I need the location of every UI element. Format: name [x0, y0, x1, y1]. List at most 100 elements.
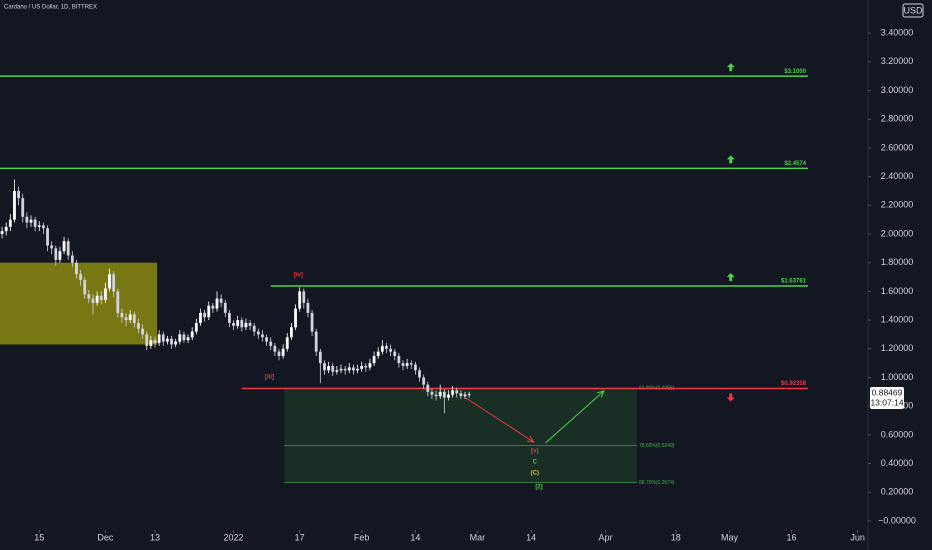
candle-body [426, 384, 430, 392]
candle-body [46, 228, 49, 246]
candle-body [368, 363, 372, 368]
candle-body [277, 351, 281, 356]
candle-body [161, 334, 165, 342]
candle-body [21, 198, 25, 217]
candle-body [120, 312, 124, 318]
candle-body [285, 337, 289, 349]
y-tick-label: 2.80000 [881, 114, 914, 124]
candle-body [70, 255, 74, 263]
currency[interactable]: USD [903, 5, 923, 15]
candle-body [335, 370, 339, 372]
projection-arrow [545, 390, 605, 444]
candle-body [339, 368, 343, 371]
candle-body [79, 274, 82, 280]
candle-body [87, 294, 91, 299]
candle-body [290, 327, 293, 338]
candle-body [190, 331, 194, 338]
projection-arrow [465, 397, 534, 443]
candle-body [13, 190, 16, 220]
candle-body [75, 262, 78, 275]
x-tick-label: May [721, 532, 739, 542]
y-tick-label: 3.20000 [881, 56, 914, 66]
arrow-head [597, 390, 605, 398]
y-tick-label: 1.80000 [881, 257, 914, 267]
candle-body [4, 226, 8, 232]
candle-body [145, 334, 149, 346]
candle-body [186, 337, 190, 341]
candle-body [153, 340, 157, 344]
candle-body [459, 393, 463, 397]
candle-body [25, 216, 29, 223]
candle-body [99, 295, 103, 301]
candle-body [401, 363, 405, 367]
candle-body [323, 363, 326, 371]
candle-body [50, 245, 54, 249]
candle-body [434, 394, 438, 397]
candle-body [389, 348, 392, 352]
y-tick-label: 3.00000 [881, 85, 914, 95]
chart-title: Cardano / US Dollar, 1D, BITTREX [4, 5, 97, 11]
y-tick-label: 1.20000 [881, 343, 914, 353]
y-tick-label: 1.40000 [881, 314, 914, 324]
candle-body [265, 337, 268, 342]
candle-body [310, 312, 314, 332]
fib-label: 88.70%(0.2674) [639, 480, 675, 486]
candle-body [455, 390, 459, 394]
candle-body [112, 274, 116, 292]
candle-body [405, 363, 409, 367]
candle-body [397, 355, 401, 364]
candle-body [393, 351, 397, 356]
candle-body [223, 302, 227, 313]
candle-body [306, 302, 310, 313]
candle-body [314, 331, 318, 352]
candle-body [137, 322, 140, 329]
candle-body [318, 351, 322, 364]
level-arrow [726, 155, 735, 164]
candle-body [194, 322, 198, 332]
candle-body [331, 366, 335, 372]
candle-body [232, 322, 235, 326]
candle-body [178, 334, 182, 342]
candle-body [58, 251, 62, 260]
arrow-head [526, 435, 535, 443]
x-tick-label: 15 [34, 532, 44, 542]
level-label: $2.4574 [784, 161, 806, 167]
x-tick-label: 18 [671, 532, 681, 542]
candle-body [360, 366, 364, 369]
candle-body [376, 351, 380, 356]
candle-body [327, 366, 330, 371]
x-tick-label: 2022 [224, 532, 244, 542]
candle-body [128, 314, 132, 321]
wave-label: [iii] [265, 375, 274, 381]
y-tick-label: 2.40000 [881, 171, 914, 181]
y-tick-label: 0.20000 [881, 487, 914, 497]
x-tick-label: 17 [295, 532, 305, 542]
candle-body [236, 320, 240, 326]
candle-body [8, 219, 12, 227]
wave-label: (C) [531, 471, 539, 477]
candle-body [422, 377, 426, 385]
candle-body [199, 312, 202, 323]
candle-body [463, 394, 467, 397]
level-arrow [726, 63, 735, 72]
x-tick-label: 13 [150, 532, 160, 542]
candle-body [29, 219, 33, 223]
wave-label: [v] [531, 449, 538, 455]
currency-box[interactable] [902, 3, 924, 18]
level-label: $0.92358 [781, 381, 807, 387]
wave-label: [2] [535, 485, 542, 491]
candle-body [149, 340, 153, 346]
y-tick-label: 1.60000 [881, 286, 914, 296]
candle-body [17, 190, 20, 199]
candle-body [451, 390, 454, 395]
candle-body [364, 366, 368, 368]
candle-body [228, 312, 231, 323]
candle-body [207, 305, 211, 318]
wave-label: C [533, 460, 538, 466]
candle-body [215, 298, 219, 309]
candle-body [33, 219, 37, 227]
candle-body [66, 241, 70, 256]
price-tag [870, 387, 904, 410]
x-tick-label: 14 [410, 532, 420, 542]
